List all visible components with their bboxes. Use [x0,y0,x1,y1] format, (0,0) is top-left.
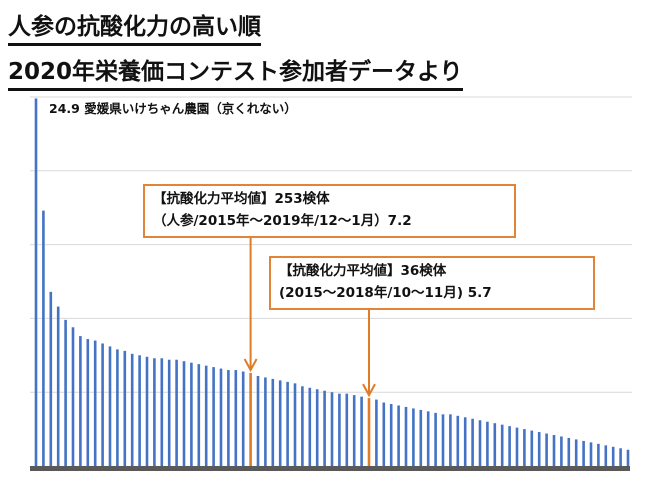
bar [478,420,482,466]
bar [338,393,341,466]
bar [138,355,141,466]
bar [582,440,585,466]
annotation-1-line-1: 【抗酸化力平均値】253検体 [153,191,330,207]
bar [441,414,445,466]
top-bar-label: 24.9 愛媛県いけちゃん農園（京くれない） [49,101,297,116]
bar [449,414,452,466]
bar [197,364,201,466]
bar [419,409,423,466]
bar [611,446,615,466]
bar [404,406,408,466]
bar [108,346,112,466]
bar [626,449,630,466]
bar [49,291,53,466]
bar [589,442,593,466]
bar [79,336,82,466]
bar [567,437,571,466]
bar [560,436,563,466]
bar [293,383,297,466]
bar [486,421,489,466]
bar [619,448,622,466]
bar [434,412,437,466]
bar [552,435,556,466]
bar [175,359,178,466]
bar [323,390,326,466]
bar [101,343,104,466]
title-line-1: 人参の抗酸化力の高い順 [8,13,261,46]
arrow-head [243,358,258,373]
average-annotation-2: 【抗酸化力平均値】36検体 (2015～2018年/10～11月) 5.7 [269,256,595,310]
bar [360,396,363,466]
bar [56,306,60,466]
bar [412,408,415,466]
bar [382,402,386,466]
bar [212,367,215,466]
bar [397,405,400,466]
bars [34,98,630,466]
bar-highlight [367,398,371,466]
title-line-2: 2020年栄養価コンテスト参加者データより [8,58,463,91]
bar-highlight [249,373,252,466]
annotation-1-line-2: （人参/2015年～2019年/12～1月）7.2 [153,213,412,229]
bar [508,426,511,466]
bar [271,378,275,466]
gridlines [30,96,632,393]
bar [264,377,267,466]
bar [389,404,393,466]
bar [93,340,97,466]
annotation-2-line-2: (2015～2018年/10～11月) 5.7 [279,285,492,301]
bar [574,439,578,466]
bar [375,399,378,466]
bar [493,423,497,466]
bar [130,353,134,466]
bar [471,418,474,466]
bar [315,389,319,466]
bar [308,387,312,466]
bar [241,371,245,466]
bar [515,427,519,466]
bar [160,358,164,466]
bar [256,375,260,466]
bar [345,393,349,466]
arrow-head [362,383,376,398]
bar [167,359,171,466]
bar [227,370,230,466]
bar [301,386,304,466]
bar [530,430,534,466]
bar [523,429,526,466]
bar [545,433,548,466]
bar [153,358,156,466]
bar [182,361,186,466]
bar [190,362,193,466]
bar [286,381,289,466]
bar [71,327,75,466]
bar [597,443,600,466]
bar [234,370,238,466]
bar [123,350,127,466]
bar [426,411,430,466]
bar [219,368,223,466]
average-annotation-1: 【抗酸化力平均値】253検体 （人参/2015年～2019年/12～1月）7.2 [143,184,516,238]
bar [204,365,208,466]
bar [330,392,334,466]
bar [116,349,119,466]
bar [145,356,149,466]
bar [352,395,356,466]
bar [537,432,541,466]
bar [278,380,282,466]
bar [34,98,38,466]
chart-title: 人参の抗酸化力の高い順 2020年栄養価コンテスト参加者データより [8,4,463,94]
annotation-arrows [243,238,376,398]
bar [604,445,608,466]
bar [456,415,460,466]
annotation-2-line-1: 【抗酸化力平均値】36検体 [279,263,447,279]
bar [463,417,467,466]
bar [64,319,67,466]
bar [500,424,504,466]
x-axis [30,466,630,471]
bar [86,339,90,466]
bar [42,210,45,466]
